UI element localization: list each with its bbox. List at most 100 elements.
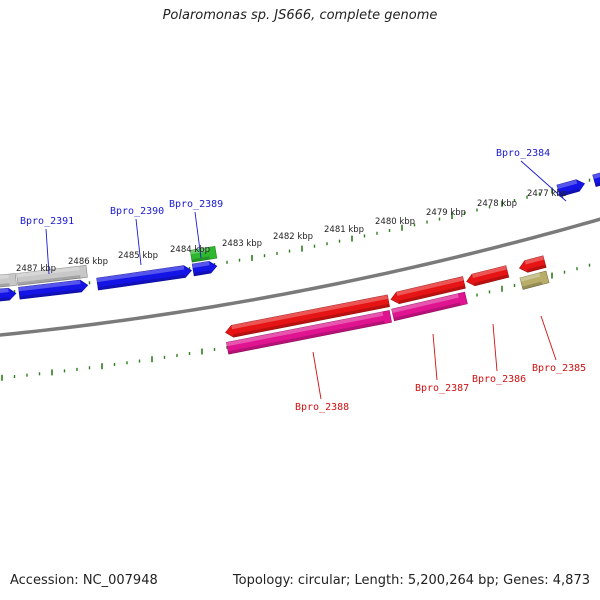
scale-label: 2483 kbp	[222, 239, 262, 249]
feature-shadow	[595, 180, 600, 187]
leader-line	[540, 315, 557, 361]
feature-shape	[391, 291, 468, 322]
feature-shape	[189, 245, 218, 263]
backbone-line	[0, 217, 600, 337]
feature-shape	[18, 279, 89, 300]
feature-shadow	[232, 303, 390, 338]
feature-shadow	[474, 274, 509, 286]
feature-shape	[0, 287, 17, 303]
red-small	[518, 255, 547, 273]
feature-highlight	[16, 266, 80, 278]
feature-highlight	[0, 274, 9, 281]
pink-bpro-2388	[226, 310, 392, 355]
feature-shadow	[559, 188, 580, 197]
feature-highlight	[519, 272, 541, 282]
feature-shadow	[0, 283, 10, 288]
red-bpro-2388	[225, 294, 390, 338]
feature-highlight	[396, 276, 464, 296]
scale-label: 2482 kbp	[273, 232, 313, 242]
feature-shape	[96, 265, 192, 291]
feature-shape	[519, 270, 550, 290]
blue-bpro-2390	[96, 265, 192, 291]
pink-bpro-2387	[391, 291, 468, 322]
feature-shadow	[522, 281, 543, 290]
feature-highlight	[471, 265, 507, 279]
feature-shape	[225, 294, 390, 338]
gray-block	[16, 265, 88, 286]
tick-marks	[1, 178, 591, 381]
scale-label: 2484 kbp	[170, 245, 210, 255]
feature-highlight	[391, 293, 459, 314]
blue-small-left	[0, 287, 17, 303]
feature-shape	[390, 276, 466, 304]
feature-shape	[466, 265, 510, 287]
gene-label: Bpro_2390	[110, 206, 164, 217]
feature-shape	[518, 255, 547, 273]
blue-right-edge	[592, 171, 600, 187]
leader-line	[45, 228, 50, 275]
feature-shadow	[0, 297, 10, 302]
scale-label: 2485 kbp	[118, 251, 158, 261]
scale-label: 2486 kbp	[68, 257, 108, 267]
feature-shape	[0, 273, 17, 289]
feature-shape	[592, 171, 600, 187]
scale-label: 2479 kbp	[426, 208, 466, 218]
label-leaders	[45, 160, 567, 400]
gene-label: Bpro_2384	[496, 148, 550, 159]
scale-label: 2477 kbp	[527, 189, 567, 199]
summary-text: Topology: circular; Length: 5,200,264 bp…	[232, 573, 590, 588]
feature-shadow	[228, 320, 385, 355]
feature-shadow	[393, 302, 461, 321]
feature-highlight	[18, 280, 81, 292]
feature-highlight	[96, 265, 185, 283]
red-bpro-2386	[466, 265, 510, 287]
gene-label: Bpro_2391	[20, 216, 74, 227]
gene-features	[0, 171, 600, 355]
gene-labels: Bpro_2391 Bpro_2390 Bpro_2389 Bpro_2384 Bpro…	[20, 148, 586, 413]
gene-label: Bpro_2388	[295, 402, 349, 413]
feature-shadow	[193, 270, 211, 276]
scale-labels: 2487 kbp 2486 kbp 2485 kbp 2484 kbp 2483 kbp…	[16, 189, 567, 274]
feature-shape	[16, 265, 88, 286]
feature-highlight	[231, 294, 389, 330]
map-title: Polaromonas sp. JS666, complete genome	[162, 8, 438, 23]
feature-shadow	[97, 274, 186, 291]
blue-bpro-2389	[191, 260, 218, 277]
green-block	[189, 245, 218, 263]
feature-shadow	[191, 256, 210, 263]
feature-highlight	[556, 179, 578, 189]
gray-block-left	[0, 273, 17, 289]
feature-shadow	[526, 264, 547, 273]
blue-bpro-2384	[556, 179, 585, 197]
feature-highlight	[226, 311, 384, 347]
feature-shape	[191, 260, 218, 277]
leader-line	[194, 211, 202, 259]
feature-highlight	[592, 172, 600, 179]
scale-label: 2487 kbp	[16, 264, 56, 274]
olive-block	[519, 270, 550, 290]
leader-line	[135, 218, 142, 266]
feature-shadow	[398, 285, 466, 304]
gene-label: Bpro_2389	[169, 199, 223, 210]
feature-shape	[226, 310, 392, 355]
scale-label: 2481 kbp	[324, 225, 364, 235]
blue-bpro-2391	[18, 279, 89, 300]
genome-backbone	[0, 217, 600, 337]
feature-shadow	[19, 289, 82, 300]
scale-label: 2480 kbp	[375, 217, 415, 227]
leader-line	[520, 160, 567, 202]
feature-highlight	[0, 288, 9, 295]
gene-label: Bpro_2385	[532, 363, 586, 374]
red-bpro-2387	[390, 276, 466, 304]
leader-line	[432, 333, 438, 381]
feature-highlight	[192, 261, 210, 268]
leader-line	[312, 351, 322, 400]
scale-label: 2478 kbp	[477, 199, 517, 209]
feature-highlight	[190, 247, 209, 255]
feature-shadow	[17, 275, 81, 286]
leader-line	[492, 323, 498, 372]
feature-highlight	[524, 255, 545, 265]
accession-text: Accession: NC_007948	[10, 573, 158, 588]
